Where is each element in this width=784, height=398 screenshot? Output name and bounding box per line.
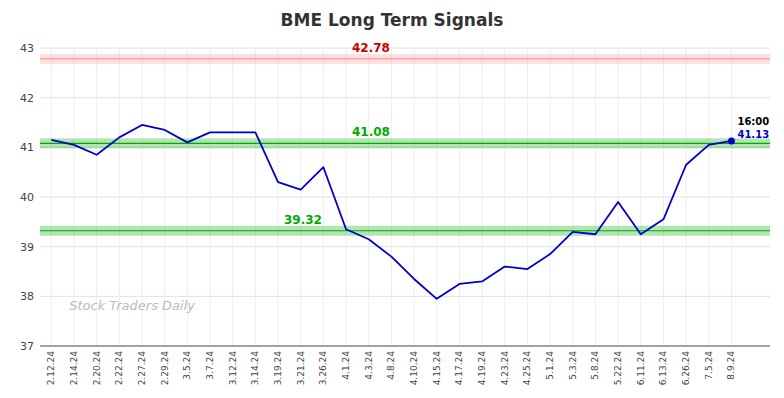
x-grid-line xyxy=(436,48,437,346)
x-tick-label: 3.26.24 xyxy=(318,351,328,386)
y-grid-line xyxy=(40,346,770,347)
annotation: 16:00 xyxy=(737,116,769,127)
x-tick-label: 4.17.24 xyxy=(454,351,464,386)
x-grid-line xyxy=(255,48,256,346)
x-grid-line xyxy=(572,48,573,346)
title: BME Long Term Signals xyxy=(281,10,504,30)
x-tick-label: 4.1.24 xyxy=(341,351,351,380)
y-tick-label: 40 xyxy=(20,191,34,204)
x-tick-label: 2.29.24 xyxy=(160,351,170,386)
x-tick-label: 3.12.24 xyxy=(228,351,238,386)
y-grid-line xyxy=(40,296,770,297)
x-tick-label: 3.19.24 xyxy=(273,351,283,386)
reference-band xyxy=(40,138,770,148)
reference-line xyxy=(40,143,770,144)
x-tick-label: 5.3.24 xyxy=(568,351,578,380)
x-grid-line xyxy=(459,48,460,346)
plot-area xyxy=(40,54,770,299)
watermark: Stock Traders Daily xyxy=(69,298,195,313)
x-tick-label: 6.11.24 xyxy=(636,351,646,386)
x-tick-label: 6.26.24 xyxy=(681,351,691,386)
x-grid-line xyxy=(618,48,619,346)
y-tick-label: 41 xyxy=(20,141,34,154)
x-grid-line xyxy=(527,48,528,346)
x-grid-line xyxy=(731,48,732,346)
x-tick-label: 2.20.24 xyxy=(92,351,102,386)
reference-label: 42.78 xyxy=(352,41,390,55)
x-tick-label: 3.5.24 xyxy=(182,351,192,380)
reference-line xyxy=(40,230,770,231)
x-tick-label: 3.7.24 xyxy=(205,351,215,380)
y-grid-line xyxy=(40,97,770,98)
chart: BME Long Term Signals Stock Traders Daily… xyxy=(0,0,784,398)
axes: 37 38 39 40 41 42 43 2.12.24 2.14.24 2.20.24 2.22.… xyxy=(20,42,770,385)
x-tick-label: 4.19.24 xyxy=(477,351,487,386)
x-tick-label: 2.14.24 xyxy=(69,351,79,386)
x-grid-line xyxy=(300,48,301,346)
x-tick-label: 2.12.24 xyxy=(46,351,56,386)
y-tick-label: 43 xyxy=(20,42,34,55)
x-tick-label: 8.9.24 xyxy=(726,351,736,380)
x-tick-label: 4.23.24 xyxy=(500,351,510,386)
y-tick-label: 38 xyxy=(20,290,34,303)
x-grid-line xyxy=(51,48,52,346)
x-tick-label: 4.10.24 xyxy=(409,351,419,386)
y-tick-label: 37 xyxy=(20,340,34,353)
annotation: 41.13 xyxy=(737,129,769,140)
x-grid-line xyxy=(346,48,347,346)
x-axis-line xyxy=(40,345,770,346)
x-grid-line xyxy=(640,48,641,346)
x-tick-label: 5.1.24 xyxy=(545,351,555,380)
x-grid-line xyxy=(482,48,483,346)
grid xyxy=(40,48,770,346)
x-grid-line xyxy=(504,48,505,346)
reference-band xyxy=(40,226,770,236)
y-grid-line xyxy=(40,246,770,247)
x-grid-line xyxy=(368,48,369,346)
x-grid-line xyxy=(686,48,687,346)
x-grid-line xyxy=(663,48,664,346)
x-tick-label: 2.27.24 xyxy=(137,351,147,386)
reference-band xyxy=(40,54,770,64)
x-tick-label: 4.15.24 xyxy=(432,351,442,386)
x-tick-label: 5.22.24 xyxy=(613,351,623,386)
x-grid-line xyxy=(323,48,324,346)
x-grid-line xyxy=(414,48,415,346)
y-tick-label: 42 xyxy=(20,92,34,105)
x-tick-label: 3.14.24 xyxy=(250,351,260,386)
x-grid-line xyxy=(278,48,279,346)
y-grid-line xyxy=(40,48,770,49)
reference-line xyxy=(40,58,770,59)
x-tick-label: 5.8.24 xyxy=(590,351,600,380)
reference-label: 41.08 xyxy=(352,125,390,139)
x-tick-label: 4.25.24 xyxy=(522,351,532,386)
y-tick-label: 39 xyxy=(20,241,34,254)
x-tick-label: 6.13.24 xyxy=(658,351,668,386)
x-tick-label: 4.8.24 xyxy=(386,351,396,380)
x-grid-line xyxy=(550,48,551,346)
x-grid-line xyxy=(391,48,392,346)
price-line xyxy=(51,125,731,299)
x-tick-label: 2.22.24 xyxy=(114,351,124,386)
y-grid-line xyxy=(40,197,770,198)
x-grid-line xyxy=(210,48,211,346)
x-grid-line xyxy=(232,48,233,346)
x-grid-line xyxy=(595,48,596,346)
x-tick-label: 7.5.24 xyxy=(704,351,714,380)
x-grid-line xyxy=(708,48,709,346)
x-tick-label: 3.21.24 xyxy=(296,351,306,386)
reference-label: 39.32 xyxy=(284,213,322,227)
last-point xyxy=(728,137,735,144)
x-tick-label: 4.3.24 xyxy=(364,351,374,380)
